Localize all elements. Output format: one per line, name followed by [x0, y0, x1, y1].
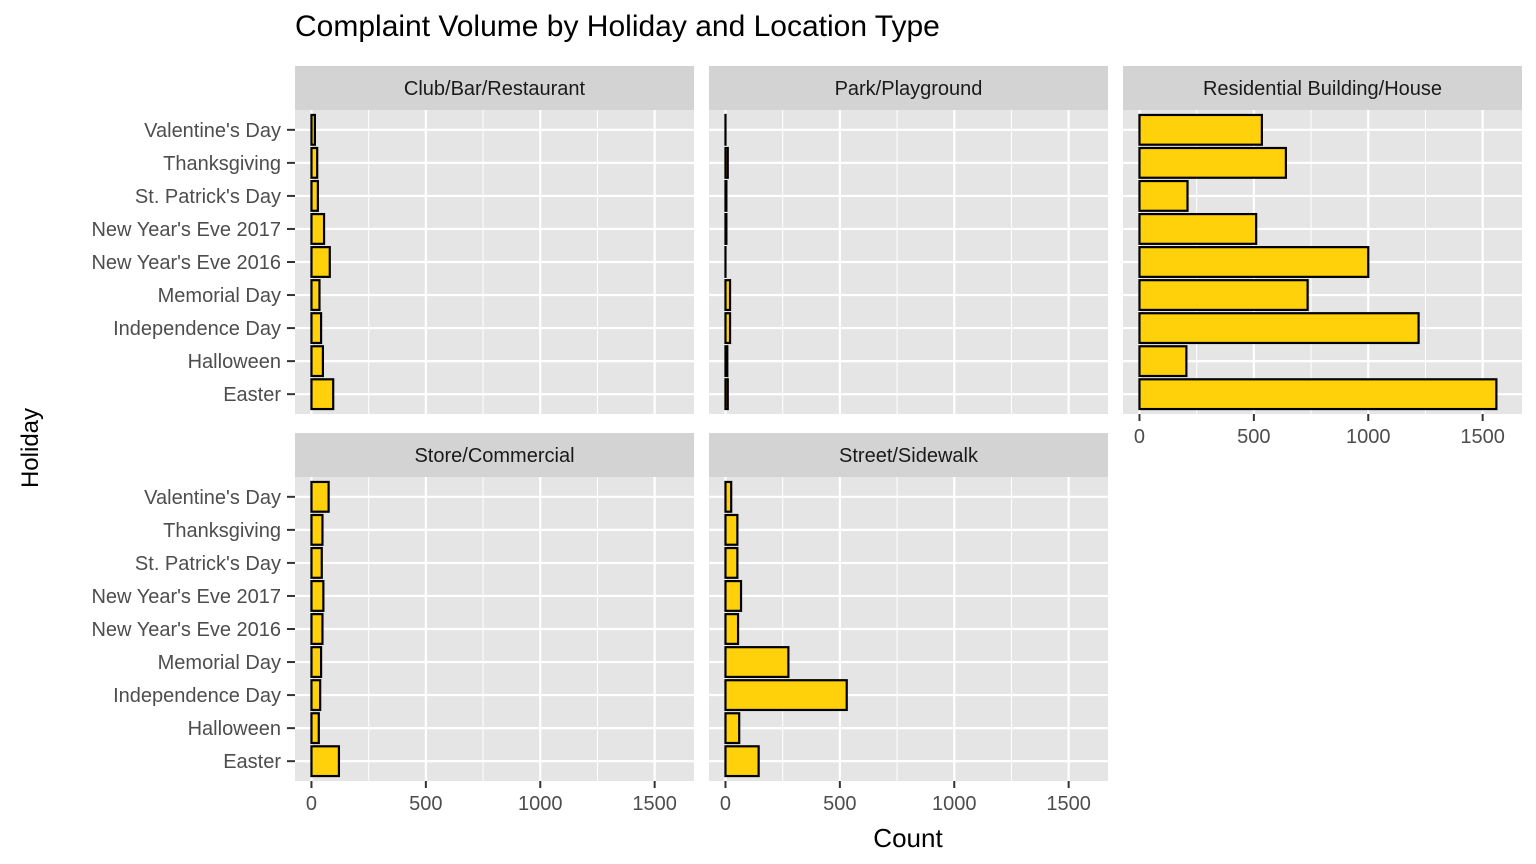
bar-park-playground-thanksgiving: [724, 146, 729, 179]
y-tick-label-memorial-day: Memorial Day: [158, 285, 281, 307]
y-tick-label-valentine-s-day: Valentine's Day: [144, 487, 281, 509]
bar-street-sidewalk-thanksgiving: [724, 513, 739, 546]
bar-residential-building-house-memorial-day: [1138, 279, 1309, 312]
y-tick-label-independence-day: Independence Day: [113, 318, 281, 340]
facet-label-residential-building-house: Residential Building/House: [1203, 78, 1442, 100]
bar-street-sidewalk-new-year-s-eve-2017: [724, 579, 743, 612]
y-tick-label-valentine-s-day: Valentine's Day: [144, 120, 281, 142]
y-tick-label-thanksgiving: Thanksgiving: [163, 520, 281, 542]
bar-street-sidewalk-easter: [724, 745, 760, 778]
facet-strip: [295, 433, 694, 477]
bar-street-sidewalk-memorial-day: [724, 646, 790, 679]
bar-street-sidewalk-st-patrick-s-day: [724, 546, 739, 579]
x-tick-label: 500: [409, 793, 442, 815]
bar-club-bar-restaurant-memorial-day: [310, 279, 321, 312]
facet-strip: [1123, 66, 1522, 110]
y-tick-label-easter: Easter: [223, 384, 281, 406]
x-tick-label: 1500: [1046, 793, 1091, 815]
bar-street-sidewalk-new-year-s-eve-2016: [724, 613, 740, 645]
bar-street-sidewalk-independence-day: [724, 679, 848, 712]
bar-store-commercial-easter: [310, 745, 341, 778]
y-tick-label-halloween: Halloween: [188, 351, 281, 373]
bar-store-commercial-new-year-s-eve-2017: [310, 579, 325, 612]
bar-street-sidewalk-valentine-s-day: [724, 480, 733, 513]
x-tick-label: 1000: [518, 793, 563, 815]
bar-store-commercial-thanksgiving: [310, 513, 324, 546]
bar-park-playground-independence-day: [724, 312, 732, 345]
y-tick-label-easter: Easter: [223, 751, 281, 773]
bar-park-playground-memorial-day: [724, 279, 732, 312]
x-tick-label: 1000: [1346, 426, 1391, 448]
bar-residential-building-house-halloween: [1138, 345, 1188, 378]
bar-residential-building-house-new-year-s-eve-2016: [1138, 246, 1370, 278]
bar-residential-building-house-easter: [1138, 378, 1498, 411]
bar-club-bar-restaurant-thanksgiving: [310, 146, 319, 179]
bar-club-bar-restaurant-easter: [310, 378, 335, 411]
y-tick-label-memorial-day: Memorial Day: [158, 652, 281, 674]
x-tick-label: 500: [823, 793, 856, 815]
bar-club-bar-restaurant-halloween: [310, 345, 325, 378]
bar-club-bar-restaurant-valentine-s-day: [310, 113, 317, 146]
bar-club-bar-restaurant-new-year-s-eve-2016: [310, 246, 331, 278]
bar-park-playground-st-patrick-s-day: [724, 179, 728, 212]
facet-strip: [709, 66, 1108, 110]
bar-residential-building-house-valentine-s-day: [1138, 113, 1263, 146]
bar-store-commercial-memorial-day: [310, 646, 323, 679]
y-tick-label-independence-day: Independence Day: [113, 685, 281, 707]
bar-residential-building-house-thanksgiving: [1138, 146, 1287, 179]
bar-park-playground-new-year-s-eve-2017: [724, 212, 728, 245]
bar-residential-building-house-st-patrick-s-day: [1138, 179, 1189, 212]
bar-residential-building-house-independence-day: [1138, 312, 1420, 345]
bar-street-sidewalk-halloween: [724, 712, 741, 745]
y-tick-label-halloween: Halloween: [188, 718, 281, 740]
y-tick-label-new-year-s-eve-2016: New Year's Eve 2016: [91, 252, 281, 274]
x-tick-label: 0: [720, 793, 731, 815]
x-tick-label: 500: [1237, 426, 1270, 448]
chart-title: Complaint Volume by Holiday and Location…: [295, 10, 940, 43]
y-tick-label-st-patrick-s-day: St. Patrick's Day: [135, 186, 281, 208]
y-tick-label-new-year-s-eve-2017: New Year's Eve 2017: [91, 586, 281, 608]
bar-store-commercial-halloween: [310, 712, 320, 745]
bar-store-commercial-valentine-s-day: [310, 480, 330, 513]
x-tick-label: 1000: [932, 793, 977, 815]
bar-store-commercial-independence-day: [310, 679, 322, 712]
y-tick-label-thanksgiving: Thanksgiving: [163, 153, 281, 175]
bar-park-playground-halloween: [724, 345, 729, 378]
y-tick-label-new-year-s-eve-2016: New Year's Eve 2016: [91, 619, 281, 641]
bar-club-bar-restaurant-independence-day: [310, 312, 323, 345]
x-tick-label: 1500: [632, 793, 677, 815]
facet-label-store-commercial: Store/Commercial: [414, 445, 574, 467]
bar-store-commercial-st-patrick-s-day: [310, 546, 323, 579]
facet-label-street-sidewalk: Street/Sidewalk: [839, 445, 979, 467]
bar-club-bar-restaurant-new-year-s-eve-2017: [310, 212, 326, 245]
bar-store-commercial-new-year-s-eve-2016: [310, 613, 324, 645]
x-axis-title: Count: [873, 823, 943, 853]
x-tick-label: 1500: [1460, 426, 1505, 448]
facet-strip: [295, 66, 694, 110]
bar-park-playground-easter: [724, 378, 729, 411]
facet-label-park-playground: Park/Playground: [835, 78, 983, 100]
x-tick-label: 0: [1134, 426, 1145, 448]
y-tick-label-new-year-s-eve-2017: New Year's Eve 2017: [91, 219, 281, 241]
x-tick-label: 0: [306, 793, 317, 815]
y-tick-label-st-patrick-s-day: St. Patrick's Day: [135, 553, 281, 575]
facet-strip: [709, 433, 1108, 477]
bar-residential-building-house-new-year-s-eve-2017: [1138, 212, 1258, 245]
facet-label-club-bar-restaurant: Club/Bar/Restaurant: [404, 78, 586, 100]
bar-club-bar-restaurant-st-patrick-s-day: [310, 179, 319, 212]
